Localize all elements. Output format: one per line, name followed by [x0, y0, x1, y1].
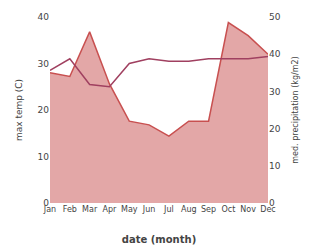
- svg-text:med. precipitation (kg/m2): med. precipitation (kg/m2): [291, 56, 300, 163]
- svg-text:20: 20: [269, 124, 281, 134]
- svg-text:Apr: Apr: [103, 205, 118, 214]
- svg-text:Sep: Sep: [201, 205, 216, 214]
- svg-text:Nov: Nov: [240, 205, 256, 214]
- svg-text:date (month): date (month): [122, 234, 196, 245]
- svg-text:30: 30: [269, 87, 281, 97]
- svg-text:20: 20: [38, 105, 50, 115]
- svg-text:Aug: Aug: [181, 205, 197, 214]
- svg-text:10: 10: [269, 161, 281, 171]
- svg-text:Mar: Mar: [82, 205, 98, 214]
- svg-text:Jun: Jun: [142, 205, 156, 214]
- svg-text:May: May: [121, 205, 138, 214]
- svg-text:40: 40: [38, 12, 50, 22]
- svg-text:Feb: Feb: [63, 205, 77, 214]
- svg-text:max temp (C): max temp (C): [14, 79, 24, 141]
- svg-text:0: 0: [269, 198, 275, 208]
- svg-text:30: 30: [38, 59, 50, 69]
- svg-text:0: 0: [43, 198, 49, 208]
- svg-text:Oct: Oct: [221, 205, 235, 214]
- svg-text:10: 10: [38, 152, 50, 162]
- svg-text:40: 40: [269, 49, 281, 59]
- svg-text:Dec: Dec: [260, 205, 275, 214]
- svg-text:50: 50: [269, 12, 281, 22]
- svg-text:Jan: Jan: [43, 205, 56, 214]
- svg-text:Jul: Jul: [163, 205, 174, 214]
